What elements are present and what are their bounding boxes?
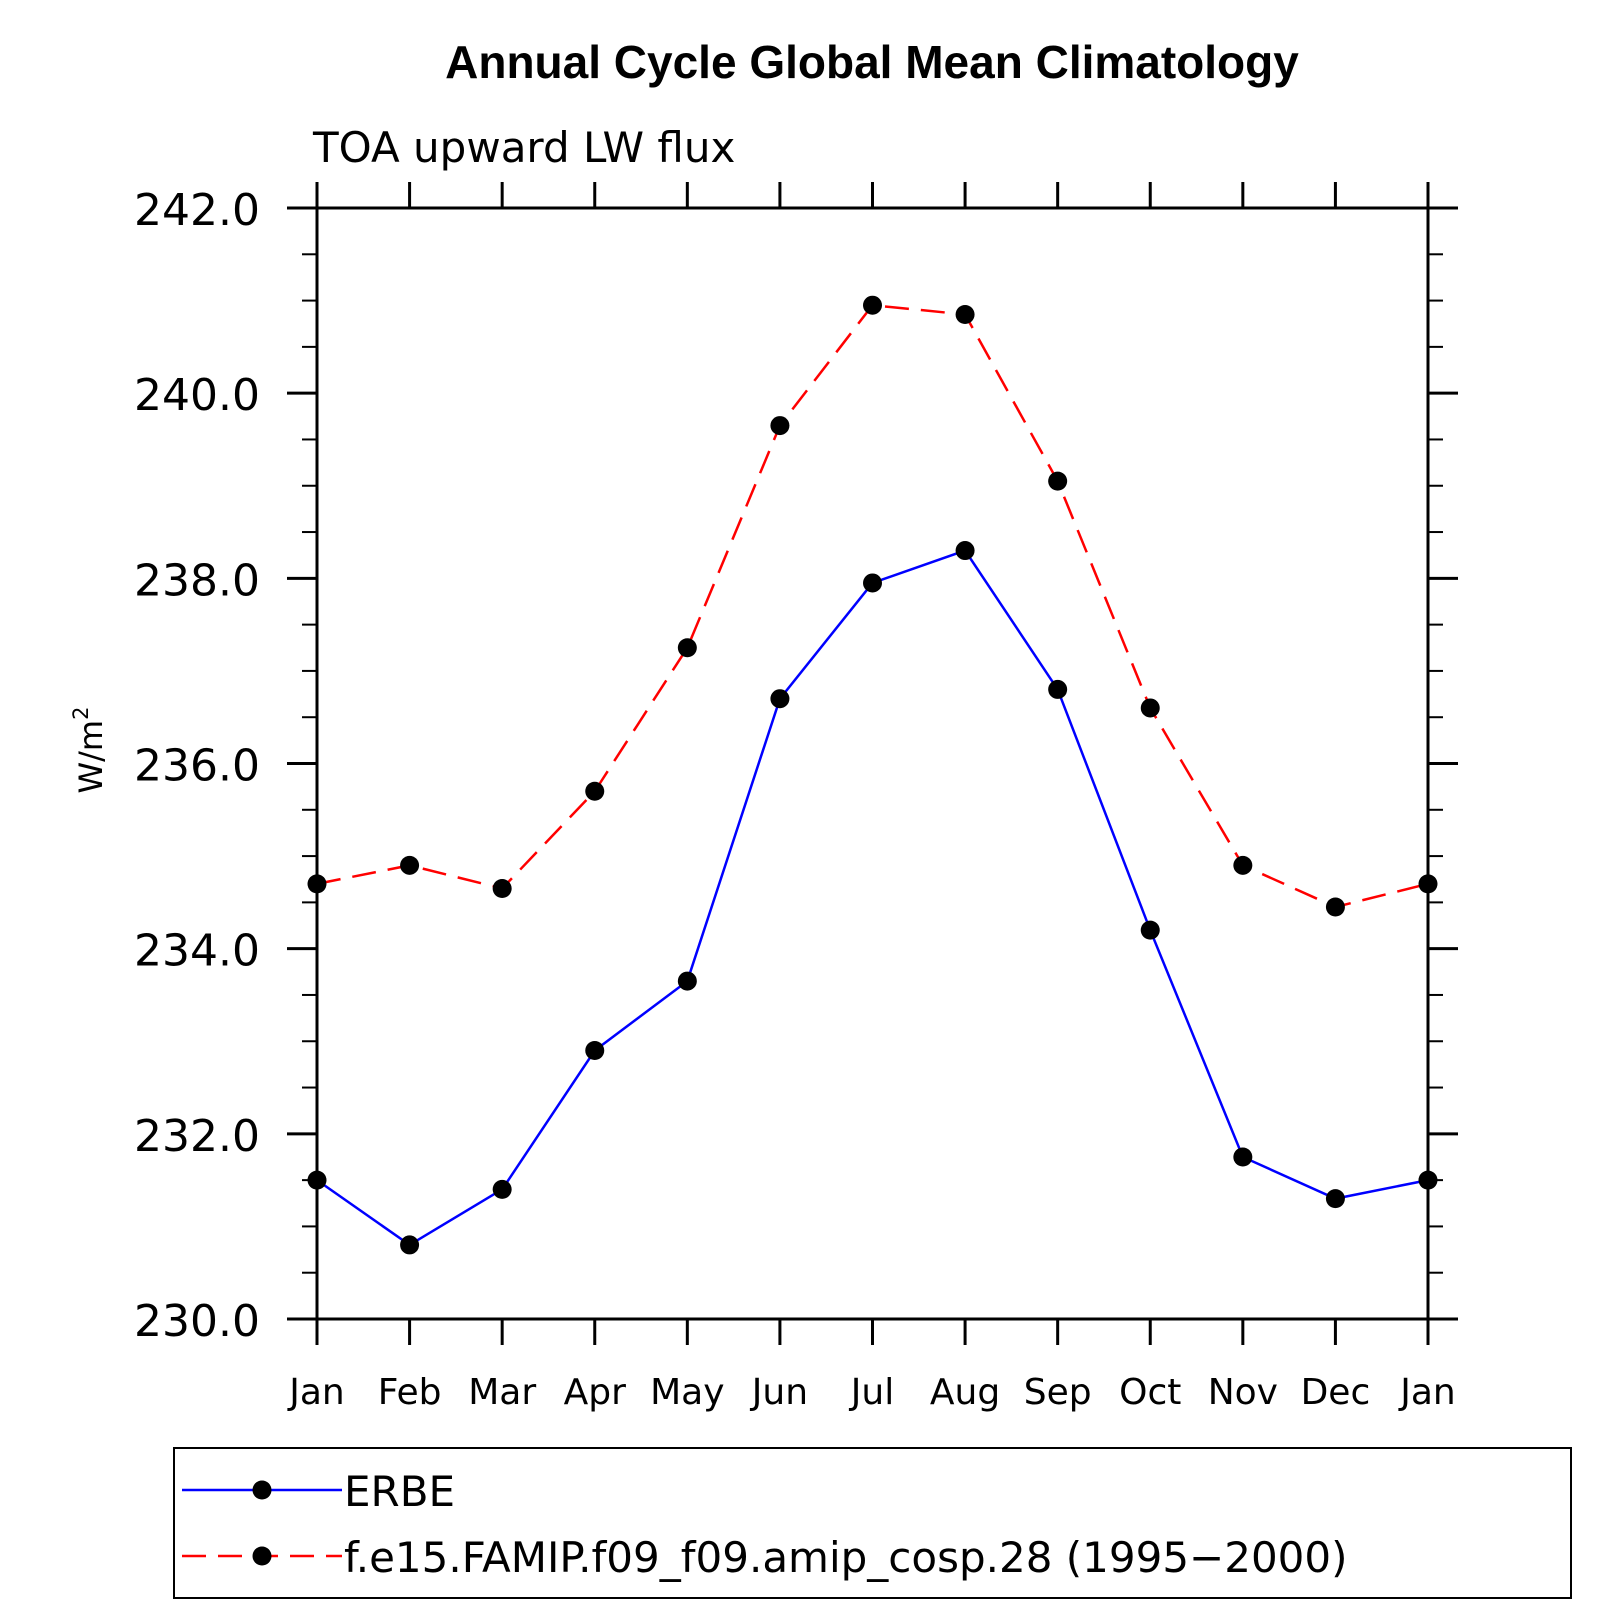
- x-tick-label: Jun: [750, 1372, 808, 1413]
- y-tick-label: 230.0: [134, 1296, 260, 1347]
- y-axis-label-superscript: 2: [69, 707, 93, 720]
- series-line: [316, 549, 1429, 1247]
- data-point: [770, 416, 790, 436]
- data-point: [307, 1170, 327, 1190]
- x-tick-label: Dec: [1301, 1372, 1371, 1413]
- data-point: [677, 638, 697, 658]
- x-tick-label: Nov: [1208, 1372, 1278, 1413]
- axes: 230.0 232.0 234.0 236.0 238.0 240.0 242.0 Jan Fe…: [134, 182, 1458, 1413]
- x-tick-label: Sep: [1024, 1372, 1092, 1413]
- legend-label: ERBE: [344, 1467, 455, 1516]
- svg-text:W/m2: W/m2: [69, 707, 110, 794]
- chart-title: Annual Cycle Global Mean Climatology: [445, 36, 1299, 88]
- y-tick-label: 240.0: [134, 370, 260, 421]
- x-tick-label: Jul: [849, 1372, 894, 1413]
- x-tick-label: Aug: [930, 1372, 1000, 1413]
- legend: ERBE f.e15.FAMIP.f09_f09.amip_cosp.28 (19…: [173, 1447, 1572, 1599]
- data-point: [1048, 471, 1068, 491]
- data-point: [400, 1235, 420, 1255]
- y-tick-label: 236.0: [134, 741, 260, 792]
- series-0: [307, 541, 1438, 1255]
- y-tick-label: 234.0: [134, 926, 260, 977]
- data-point: [863, 295, 882, 315]
- x-tick-label: Jan: [1398, 1372, 1456, 1413]
- series-line: [316, 303, 1429, 909]
- legend-marker: [252, 1546, 272, 1566]
- data-point: [1233, 855, 1253, 875]
- data-point: [307, 874, 327, 894]
- data-point: [770, 689, 790, 709]
- x-tick-label: Apr: [564, 1372, 626, 1413]
- data-point: [863, 573, 882, 593]
- data-point: [585, 1041, 605, 1061]
- plot-frame: [315, 206, 1430, 1321]
- series-layer: [307, 295, 1438, 1255]
- data-point: [955, 304, 975, 324]
- y-tick-label: 238.0: [134, 555, 260, 606]
- legend-item: ERBE: [182, 1467, 455, 1516]
- data-point: [1418, 1170, 1438, 1190]
- data-point: [492, 1179, 512, 1199]
- data-point: [585, 781, 605, 801]
- x-tick-label: Mar: [468, 1372, 536, 1413]
- data-point: [955, 541, 975, 561]
- chart-subtitle: TOA upward LW flux: [312, 123, 735, 172]
- legend-label: f.e15.FAMIP.f09_f09.amip_cosp.28 (1995−2…: [344, 1533, 1348, 1582]
- data-point: [1233, 1147, 1253, 1167]
- data-point: [677, 971, 697, 991]
- series-1: [307, 295, 1438, 917]
- data-point: [1048, 679, 1068, 699]
- data-point: [1325, 897, 1345, 917]
- y-tick-label: 242.0: [134, 185, 260, 236]
- y-tick-label: 232.0: [134, 1111, 260, 1162]
- data-point: [1140, 698, 1160, 718]
- data-point: [492, 878, 512, 898]
- legend-box: [173, 1447, 1572, 1599]
- y-axis-label-text: W/m: [72, 720, 110, 794]
- x-tick-label: May: [650, 1372, 724, 1413]
- x-tick-label: Jan: [287, 1372, 345, 1413]
- data-point: [1325, 1189, 1345, 1209]
- y-axis-label: W/m2: [69, 707, 110, 794]
- data-point: [1418, 874, 1438, 894]
- legend-marker: [252, 1480, 272, 1500]
- legend-item: f.e15.FAMIP.f09_f09.amip_cosp.28 (1995−2…: [182, 1533, 1348, 1582]
- x-tick-label: Feb: [378, 1372, 442, 1413]
- data-point: [1140, 920, 1160, 940]
- data-point: [400, 855, 420, 875]
- x-tick-label: Oct: [1119, 1372, 1181, 1413]
